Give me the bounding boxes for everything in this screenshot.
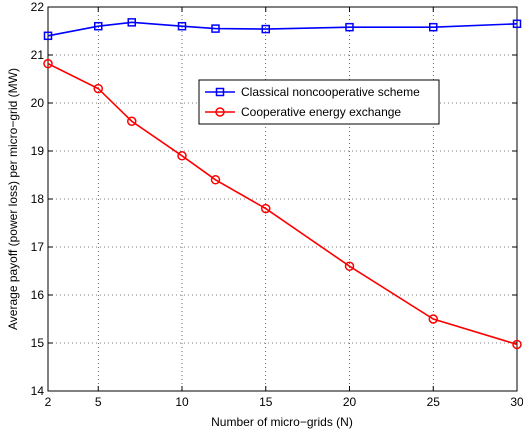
x-axis-label: Number of micro−grids (N) [211, 415, 353, 429]
data-point-square [261, 24, 270, 34]
y-tick-label: 22 [31, 0, 45, 14]
data-point-square [127, 18, 136, 27]
legend-box [198, 79, 440, 125]
data-point-circle [210, 175, 221, 185]
y-tick-label: 21 [31, 48, 45, 62]
x-tick-label: 10 [175, 395, 189, 409]
data-point-square [215, 87, 225, 97]
legend-label: Cooperative energy exchange [241, 105, 401, 119]
data-point-square [429, 22, 438, 32]
data-point-circle [512, 339, 522, 350]
grid-lines [48, 7, 517, 391]
y-tick-label: 17 [31, 240, 45, 254]
data-point-circle [177, 151, 187, 161]
data-point-square [512, 19, 522, 29]
y-tick-label: 18 [31, 192, 45, 206]
data-point-square [177, 21, 187, 31]
series-1 [43, 18, 522, 41]
data-point-square [211, 24, 220, 33]
data-point-circle [261, 203, 271, 214]
x-tick-label: 5 [95, 395, 102, 409]
y-tick-label: 19 [31, 144, 45, 158]
data-point-circle [215, 107, 225, 117]
plot-background [48, 7, 517, 391]
series-line [47, 62, 518, 346]
legend-item: Classical noncooperative scheme [205, 85, 420, 99]
y-tick-label: 16 [31, 288, 45, 302]
series-2 [43, 58, 522, 350]
data-point-circle [43, 58, 53, 69]
data-point-square [345, 22, 354, 32]
series-group [43, 18, 522, 350]
series-line [47, 21, 518, 37]
data-point-circle [428, 314, 438, 324]
y-tick-label: 14 [31, 384, 45, 398]
legend-item: Cooperative energy exchange [205, 105, 401, 119]
data-point-square [43, 31, 53, 41]
x-tick-label: 30 [510, 395, 523, 409]
data-point-circle [127, 116, 137, 126]
y-axis-label: Average payoff (power loss) per micro−gr… [6, 68, 20, 330]
x-tick-label: 25 [427, 395, 441, 409]
legend: Classical noncooperative scheme Cooperati… [198, 79, 440, 125]
data-point-circle [344, 261, 355, 271]
x-tick-label: 20 [343, 395, 357, 409]
y-tick-label: 15 [31, 336, 45, 350]
x-tick-label: 2 [45, 395, 52, 409]
data-point-circle [93, 83, 103, 94]
y-tick-label: 20 [31, 96, 45, 110]
x-tick-label: 15 [259, 395, 273, 409]
legend-label: Classical noncooperative scheme [241, 85, 420, 99]
data-point-square [94, 21, 103, 31]
